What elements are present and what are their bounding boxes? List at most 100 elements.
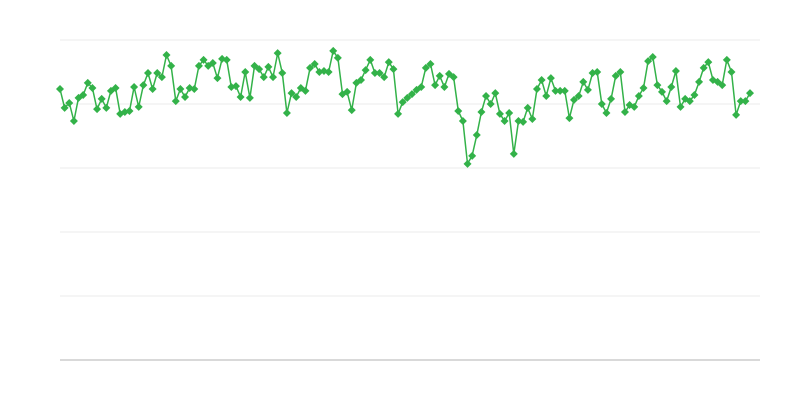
data-point bbox=[380, 73, 389, 82]
data-point bbox=[153, 68, 162, 77]
data-point bbox=[722, 55, 731, 64]
data-point bbox=[421, 63, 430, 72]
data-point bbox=[130, 83, 139, 92]
data-point bbox=[269, 73, 278, 82]
data-point bbox=[292, 92, 301, 101]
data-point bbox=[366, 55, 375, 64]
data-point bbox=[375, 68, 384, 77]
data-point bbox=[551, 86, 560, 95]
data-point bbox=[463, 159, 472, 168]
data-point bbox=[505, 108, 514, 117]
data-point bbox=[523, 103, 532, 112]
data-point bbox=[282, 108, 291, 117]
data-point bbox=[273, 49, 282, 58]
data-point bbox=[181, 92, 190, 101]
data-point bbox=[88, 84, 97, 92]
data-point bbox=[213, 74, 222, 83]
data-point bbox=[417, 83, 426, 92]
data-point bbox=[199, 55, 208, 64]
data-point bbox=[426, 60, 435, 68]
data-point bbox=[597, 100, 606, 108]
data-point bbox=[658, 87, 667, 96]
gridlines bbox=[60, 39, 760, 297]
data-point bbox=[565, 114, 574, 123]
data-point bbox=[157, 73, 166, 82]
data-point bbox=[148, 84, 157, 93]
data-point bbox=[579, 77, 588, 86]
data-point bbox=[732, 110, 741, 119]
data-point bbox=[583, 85, 592, 94]
data-point bbox=[607, 94, 616, 103]
data-point bbox=[301, 86, 310, 95]
data-point bbox=[83, 78, 92, 87]
data-point bbox=[398, 98, 407, 107]
data-point bbox=[329, 46, 338, 55]
data-point bbox=[171, 97, 180, 106]
data-point bbox=[570, 95, 579, 104]
data-point bbox=[685, 97, 694, 106]
data-point bbox=[482, 92, 491, 100]
data-point bbox=[278, 68, 287, 77]
data-point bbox=[264, 62, 273, 71]
data-point bbox=[384, 58, 393, 67]
data-point bbox=[357, 76, 366, 84]
data-point bbox=[259, 73, 268, 82]
data-point bbox=[556, 86, 565, 95]
data-point bbox=[667, 83, 676, 92]
data-point bbox=[134, 102, 143, 111]
data-point bbox=[343, 87, 352, 96]
data-point bbox=[190, 84, 199, 93]
data-point bbox=[361, 66, 370, 75]
data-point bbox=[472, 131, 481, 140]
data-point bbox=[676, 102, 685, 111]
data-point bbox=[532, 84, 541, 93]
data-point bbox=[139, 81, 148, 90]
data-point bbox=[468, 151, 477, 160]
data-point bbox=[695, 77, 704, 86]
data-point bbox=[611, 71, 620, 80]
data-point bbox=[222, 55, 231, 64]
data-point bbox=[111, 84, 120, 92]
data-point bbox=[509, 149, 518, 158]
data-point bbox=[542, 92, 551, 100]
data-point bbox=[324, 68, 333, 76]
data-point bbox=[255, 65, 264, 74]
data-point bbox=[333, 53, 342, 62]
data-point bbox=[644, 57, 653, 66]
series-line bbox=[59, 49, 751, 167]
data-point bbox=[620, 108, 629, 116]
data-point bbox=[194, 61, 203, 70]
data-point bbox=[727, 68, 736, 76]
data-point bbox=[500, 116, 509, 125]
data-point bbox=[639, 84, 648, 92]
data-point bbox=[69, 116, 78, 125]
data-point bbox=[125, 107, 134, 116]
data-point bbox=[546, 74, 555, 83]
data-point bbox=[440, 83, 449, 92]
data-point bbox=[306, 63, 315, 72]
data-point bbox=[477, 108, 486, 116]
data-point bbox=[454, 107, 463, 116]
data-point bbox=[690, 91, 699, 100]
data-point bbox=[574, 92, 583, 100]
data-point bbox=[97, 94, 106, 103]
data-point bbox=[208, 59, 217, 68]
data-point bbox=[435, 71, 444, 80]
data-point bbox=[648, 52, 657, 61]
data-point bbox=[143, 68, 152, 77]
data-point bbox=[537, 76, 546, 84]
data-point bbox=[370, 68, 379, 77]
data-point bbox=[56, 84, 64, 93]
data-point bbox=[245, 93, 254, 102]
data-point bbox=[287, 89, 296, 98]
data-point bbox=[491, 89, 500, 98]
data-point bbox=[458, 116, 467, 125]
data-point bbox=[407, 90, 416, 99]
data-point bbox=[741, 97, 750, 106]
data-point bbox=[662, 97, 671, 106]
data-point bbox=[79, 91, 88, 100]
data-point bbox=[449, 73, 458, 82]
data-point bbox=[699, 63, 708, 72]
data-point bbox=[236, 92, 245, 101]
data-point bbox=[347, 106, 356, 115]
